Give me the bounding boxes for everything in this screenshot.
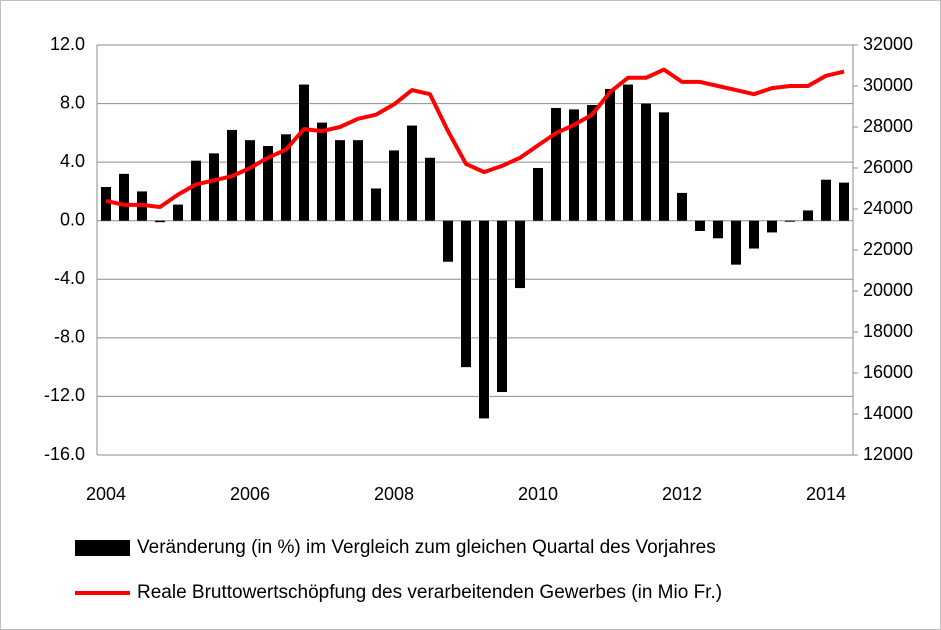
y2-tick-label: 24000 [863, 198, 913, 218]
y2-tick-label: 12000 [863, 444, 913, 464]
y2-tick-label: 32000 [863, 34, 913, 54]
bar [839, 182, 849, 221]
bar [641, 103, 651, 221]
bar [785, 220, 795, 222]
bar [461, 220, 471, 368]
legend-label: Veränderung (in %) im Vergleich zum glei… [137, 537, 716, 558]
bar [821, 179, 831, 221]
bar [659, 112, 669, 221]
y2-tick-label: 14000 [863, 403, 913, 423]
line [105, 67, 845, 209]
bar [245, 140, 255, 221]
bar [191, 160, 201, 221]
bar [119, 173, 129, 221]
y-tick-label: -16.0 [44, 444, 85, 464]
bar [389, 150, 399, 221]
legend-label: Reale Bruttowertschöpfung des verarbeite… [137, 582, 722, 603]
y-tick-label: 12.0 [50, 34, 85, 54]
bar [101, 187, 111, 221]
y2-tick-label: 26000 [863, 157, 913, 177]
y-tick-label: -4.0 [54, 268, 85, 288]
y2-tick-label: 18000 [863, 321, 913, 341]
bar [263, 146, 273, 221]
bar [407, 125, 417, 221]
x-tick-label: 2014 [806, 484, 846, 504]
y-tick-label: -8.0 [54, 327, 85, 347]
bar [587, 105, 597, 221]
bar [569, 109, 579, 221]
x-tick-label: 2004 [86, 484, 126, 504]
bar [677, 192, 687, 221]
bar [353, 140, 363, 221]
bar [425, 157, 435, 221]
bar [749, 220, 759, 249]
bar [299, 84, 309, 221]
bar [317, 122, 327, 221]
bar [443, 220, 453, 262]
bar [767, 220, 777, 233]
bar [209, 153, 219, 221]
bar [533, 168, 543, 221]
x-tick-label: 2006 [230, 484, 270, 504]
y2-tick-label: 20000 [863, 280, 913, 300]
x-tick-label: 2012 [662, 484, 702, 504]
bar [155, 220, 165, 223]
y-tick-label: -12.0 [44, 385, 85, 405]
y2-tick-label: 28000 [863, 116, 913, 136]
bar [713, 220, 723, 239]
bar [479, 220, 489, 419]
bar [731, 220, 741, 265]
x-tick-label: 2010 [518, 484, 558, 504]
bar [281, 134, 291, 221]
bar [335, 140, 345, 221]
bar [623, 84, 633, 221]
bar [803, 210, 813, 221]
bar [515, 220, 525, 289]
y-tick-label: 8.0 [60, 92, 85, 112]
bar [695, 220, 705, 231]
bar [497, 220, 507, 393]
bar [173, 204, 183, 221]
y2-tick-label: 22000 [863, 239, 913, 259]
bar [551, 107, 561, 221]
bar [371, 188, 381, 221]
y2-tick-label: 16000 [863, 362, 913, 382]
legend-swatch [75, 540, 130, 556]
y2-tick-label: 30000 [863, 75, 913, 95]
x-tick-label: 2008 [374, 484, 414, 504]
bar [605, 88, 615, 221]
y-tick-label: 4.0 [60, 151, 85, 171]
y-tick-label: 0.0 [60, 209, 85, 229]
